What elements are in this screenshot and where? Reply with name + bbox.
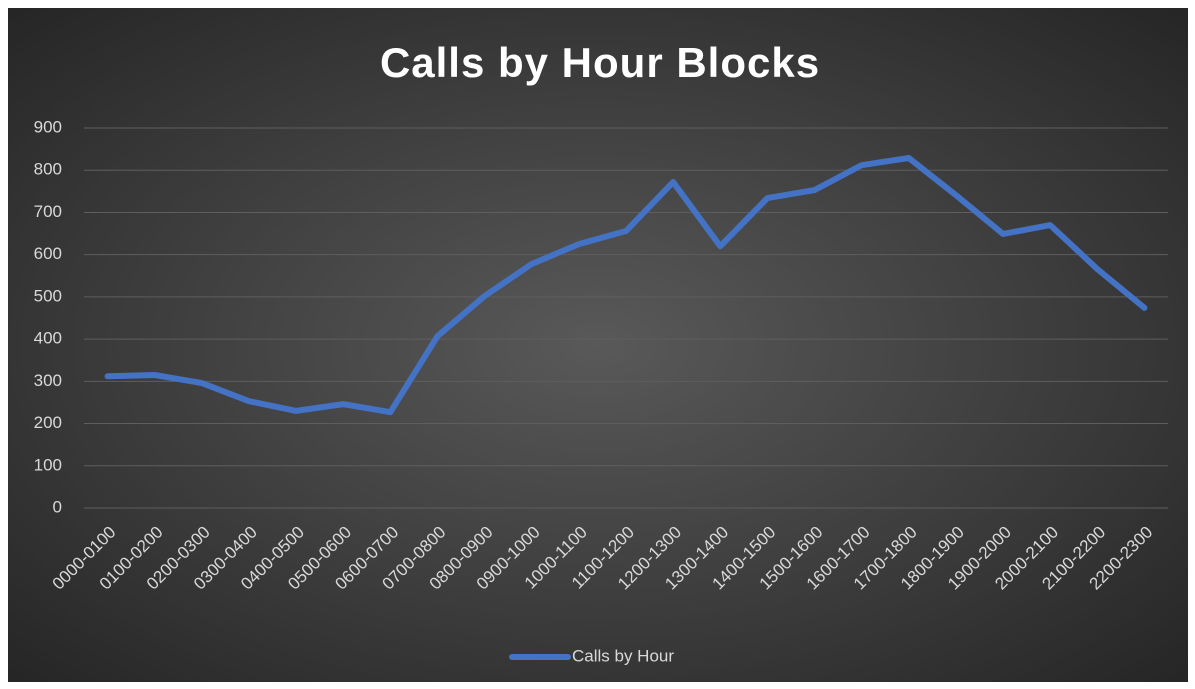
line-series [104,154,1148,416]
y-tick-label: 300 [34,371,62,390]
y-tick-label: 900 [34,117,62,136]
y-tick-label: 100 [34,455,62,474]
y-tick-label: 600 [34,244,62,263]
y-tick-label: 0 [53,497,62,516]
y-tick-label: 800 [34,160,62,179]
y-tick-label: 700 [34,202,62,221]
y-tick-label: 400 [34,329,62,348]
legend-label: Calls by Hour [572,646,674,665]
y-tick-label: 500 [34,286,62,305]
chart-background [8,8,1188,682]
chart-title: Calls by Hour Blocks [380,39,820,86]
y-tick-label: 200 [34,413,62,432]
